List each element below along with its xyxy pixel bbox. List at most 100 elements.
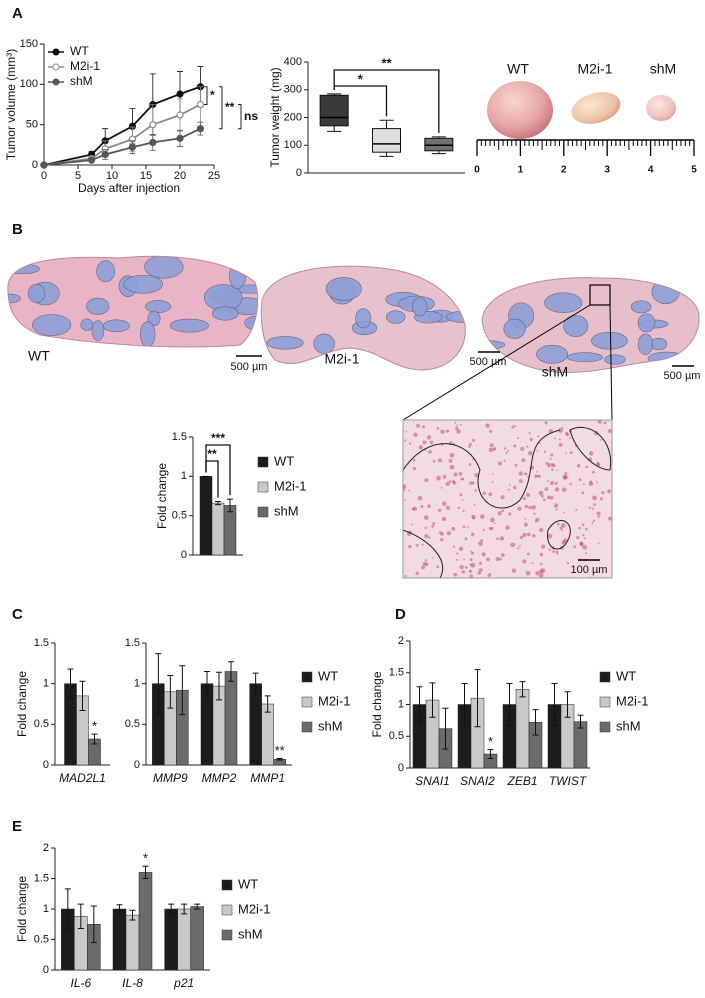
cell — [522, 559, 527, 564]
y-tick-label: 0.5 — [125, 718, 140, 730]
cell — [412, 458, 416, 462]
cell — [501, 509, 505, 513]
legend-label: M2i-1 — [616, 693, 649, 708]
cell — [521, 458, 526, 463]
legend-swatch — [599, 696, 611, 708]
annotation: * — [143, 851, 148, 866]
section-outline — [260, 265, 466, 371]
legend-marker — [52, 63, 60, 71]
cell — [451, 526, 456, 531]
tissue-region — [123, 274, 163, 294]
cell — [454, 421, 457, 424]
x-tick-label: MMP2 — [202, 771, 237, 785]
tissue-region — [261, 267, 272, 287]
cell — [423, 515, 429, 520]
cell — [544, 421, 548, 425]
cell — [579, 541, 583, 545]
tissue-region — [325, 277, 362, 301]
cell — [432, 522, 436, 526]
y-tick-label: 1 — [43, 678, 49, 690]
error-bar — [228, 661, 234, 682]
section-label: WT — [28, 348, 50, 364]
x-tick-label: IL-8 — [122, 976, 143, 990]
cell — [528, 432, 531, 435]
annotation: ** — [381, 55, 392, 70]
annotation: *** — [211, 431, 225, 445]
cell — [582, 544, 587, 550]
section-outline — [481, 277, 700, 374]
point — [176, 134, 184, 142]
bar — [177, 908, 191, 971]
tissue-region — [7, 263, 40, 275]
cell — [438, 531, 442, 534]
cell — [405, 430, 408, 433]
cell — [514, 463, 518, 467]
cell — [583, 537, 587, 540]
error-bar — [215, 501, 221, 506]
cell — [584, 527, 588, 531]
error-bar — [67, 668, 74, 699]
cell — [488, 447, 494, 453]
cell — [508, 512, 512, 516]
cell — [453, 572, 458, 577]
legend-swatch — [257, 456, 269, 468]
cell — [441, 501, 447, 506]
cell — [564, 471, 568, 476]
x-tick-label: p21 — [173, 976, 194, 990]
y-tick-label: 1 — [181, 470, 187, 482]
cell — [551, 468, 554, 471]
tissue-region — [637, 313, 656, 333]
panel-label: A — [12, 5, 23, 22]
cell — [539, 527, 544, 533]
cell — [516, 547, 520, 550]
cell — [535, 571, 540, 576]
error-bar — [79, 680, 86, 712]
y-tick-label: 2 — [398, 635, 404, 647]
tissue-region — [102, 319, 130, 333]
legend-swatch — [221, 929, 233, 941]
point — [128, 143, 136, 151]
cell — [556, 522, 560, 526]
legend-label: M2i-1 — [274, 478, 307, 493]
cell — [566, 561, 570, 565]
cell — [477, 571, 482, 575]
point — [40, 161, 48, 169]
cell — [513, 444, 517, 448]
cell — [544, 487, 549, 492]
error-bar — [276, 757, 283, 761]
cell — [458, 471, 463, 476]
y-tick-label: 2 — [43, 842, 49, 854]
cell — [456, 558, 459, 561]
legend-swatch — [257, 481, 269, 493]
cell — [470, 551, 474, 555]
ruler-label: 2 — [561, 165, 567, 176]
cell — [442, 474, 447, 479]
cell — [473, 503, 476, 506]
cell — [546, 495, 551, 500]
tissue-region — [567, 352, 603, 363]
cell — [478, 561, 483, 565]
cell — [597, 420, 602, 424]
cell — [429, 440, 434, 445]
bar — [190, 906, 204, 971]
cell — [522, 532, 527, 537]
x-tick-label: 10 — [106, 170, 118, 182]
tissue-region — [27, 283, 46, 303]
cell — [532, 534, 536, 538]
cell — [470, 532, 475, 537]
cell — [599, 497, 603, 501]
cell — [481, 552, 486, 557]
cell — [438, 458, 442, 463]
cell — [563, 538, 568, 543]
cell — [563, 474, 568, 480]
error-bar — [227, 498, 233, 513]
tissue-region — [313, 333, 335, 354]
annotation: ** — [207, 447, 217, 461]
cell — [457, 506, 461, 510]
cell — [471, 481, 475, 485]
tissue-region — [96, 260, 116, 283]
legend-swatch — [221, 879, 233, 891]
cell — [513, 425, 516, 428]
cell — [560, 528, 564, 531]
cell — [531, 505, 536, 510]
